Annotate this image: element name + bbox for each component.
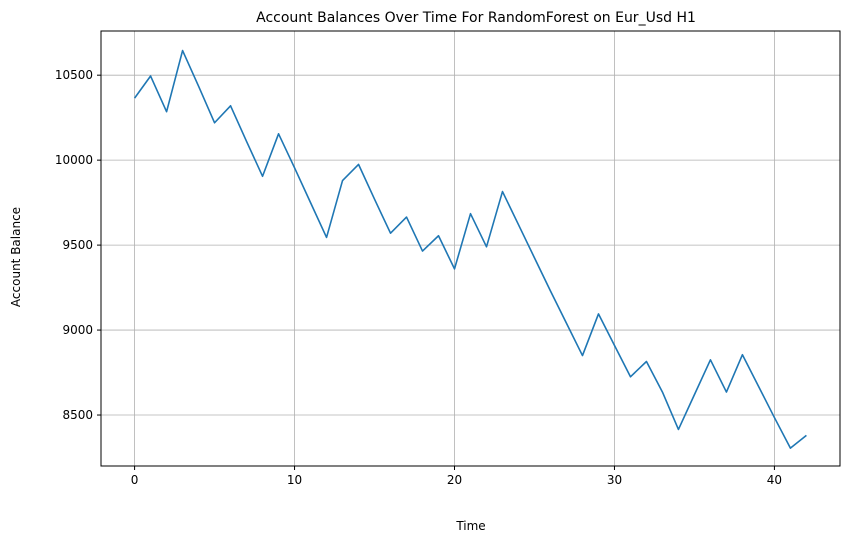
y-tick-label: 9000	[62, 323, 93, 337]
x-axis-ticks: 0 10 20 30 40	[131, 466, 782, 487]
x-tick-label: 0	[131, 473, 139, 487]
y-tick-label: 8500	[62, 408, 93, 422]
y-tick-label: 10000	[55, 153, 93, 167]
y-axis-ticks: 8500 9000 9500 10000 10500	[55, 68, 101, 422]
series-line-0	[133, 49, 807, 449]
chart-title: Account Balances Over Time For RandomFor…	[256, 10, 696, 26]
y-axis-label: Account Balance	[9, 207, 23, 307]
y-tick-label: 10500	[55, 68, 93, 82]
grid-lines	[101, 31, 840, 466]
x-tick-label: 20	[447, 473, 462, 487]
plot-frame	[100, 30, 841, 467]
x-tick-label: 30	[607, 473, 622, 487]
x-tick-label: 40	[767, 473, 782, 487]
y-tick-label: 9500	[62, 238, 93, 252]
x-tick-label: 10	[287, 473, 302, 487]
series-layer	[133, 49, 807, 449]
x-axis-label: Time	[455, 519, 485, 533]
